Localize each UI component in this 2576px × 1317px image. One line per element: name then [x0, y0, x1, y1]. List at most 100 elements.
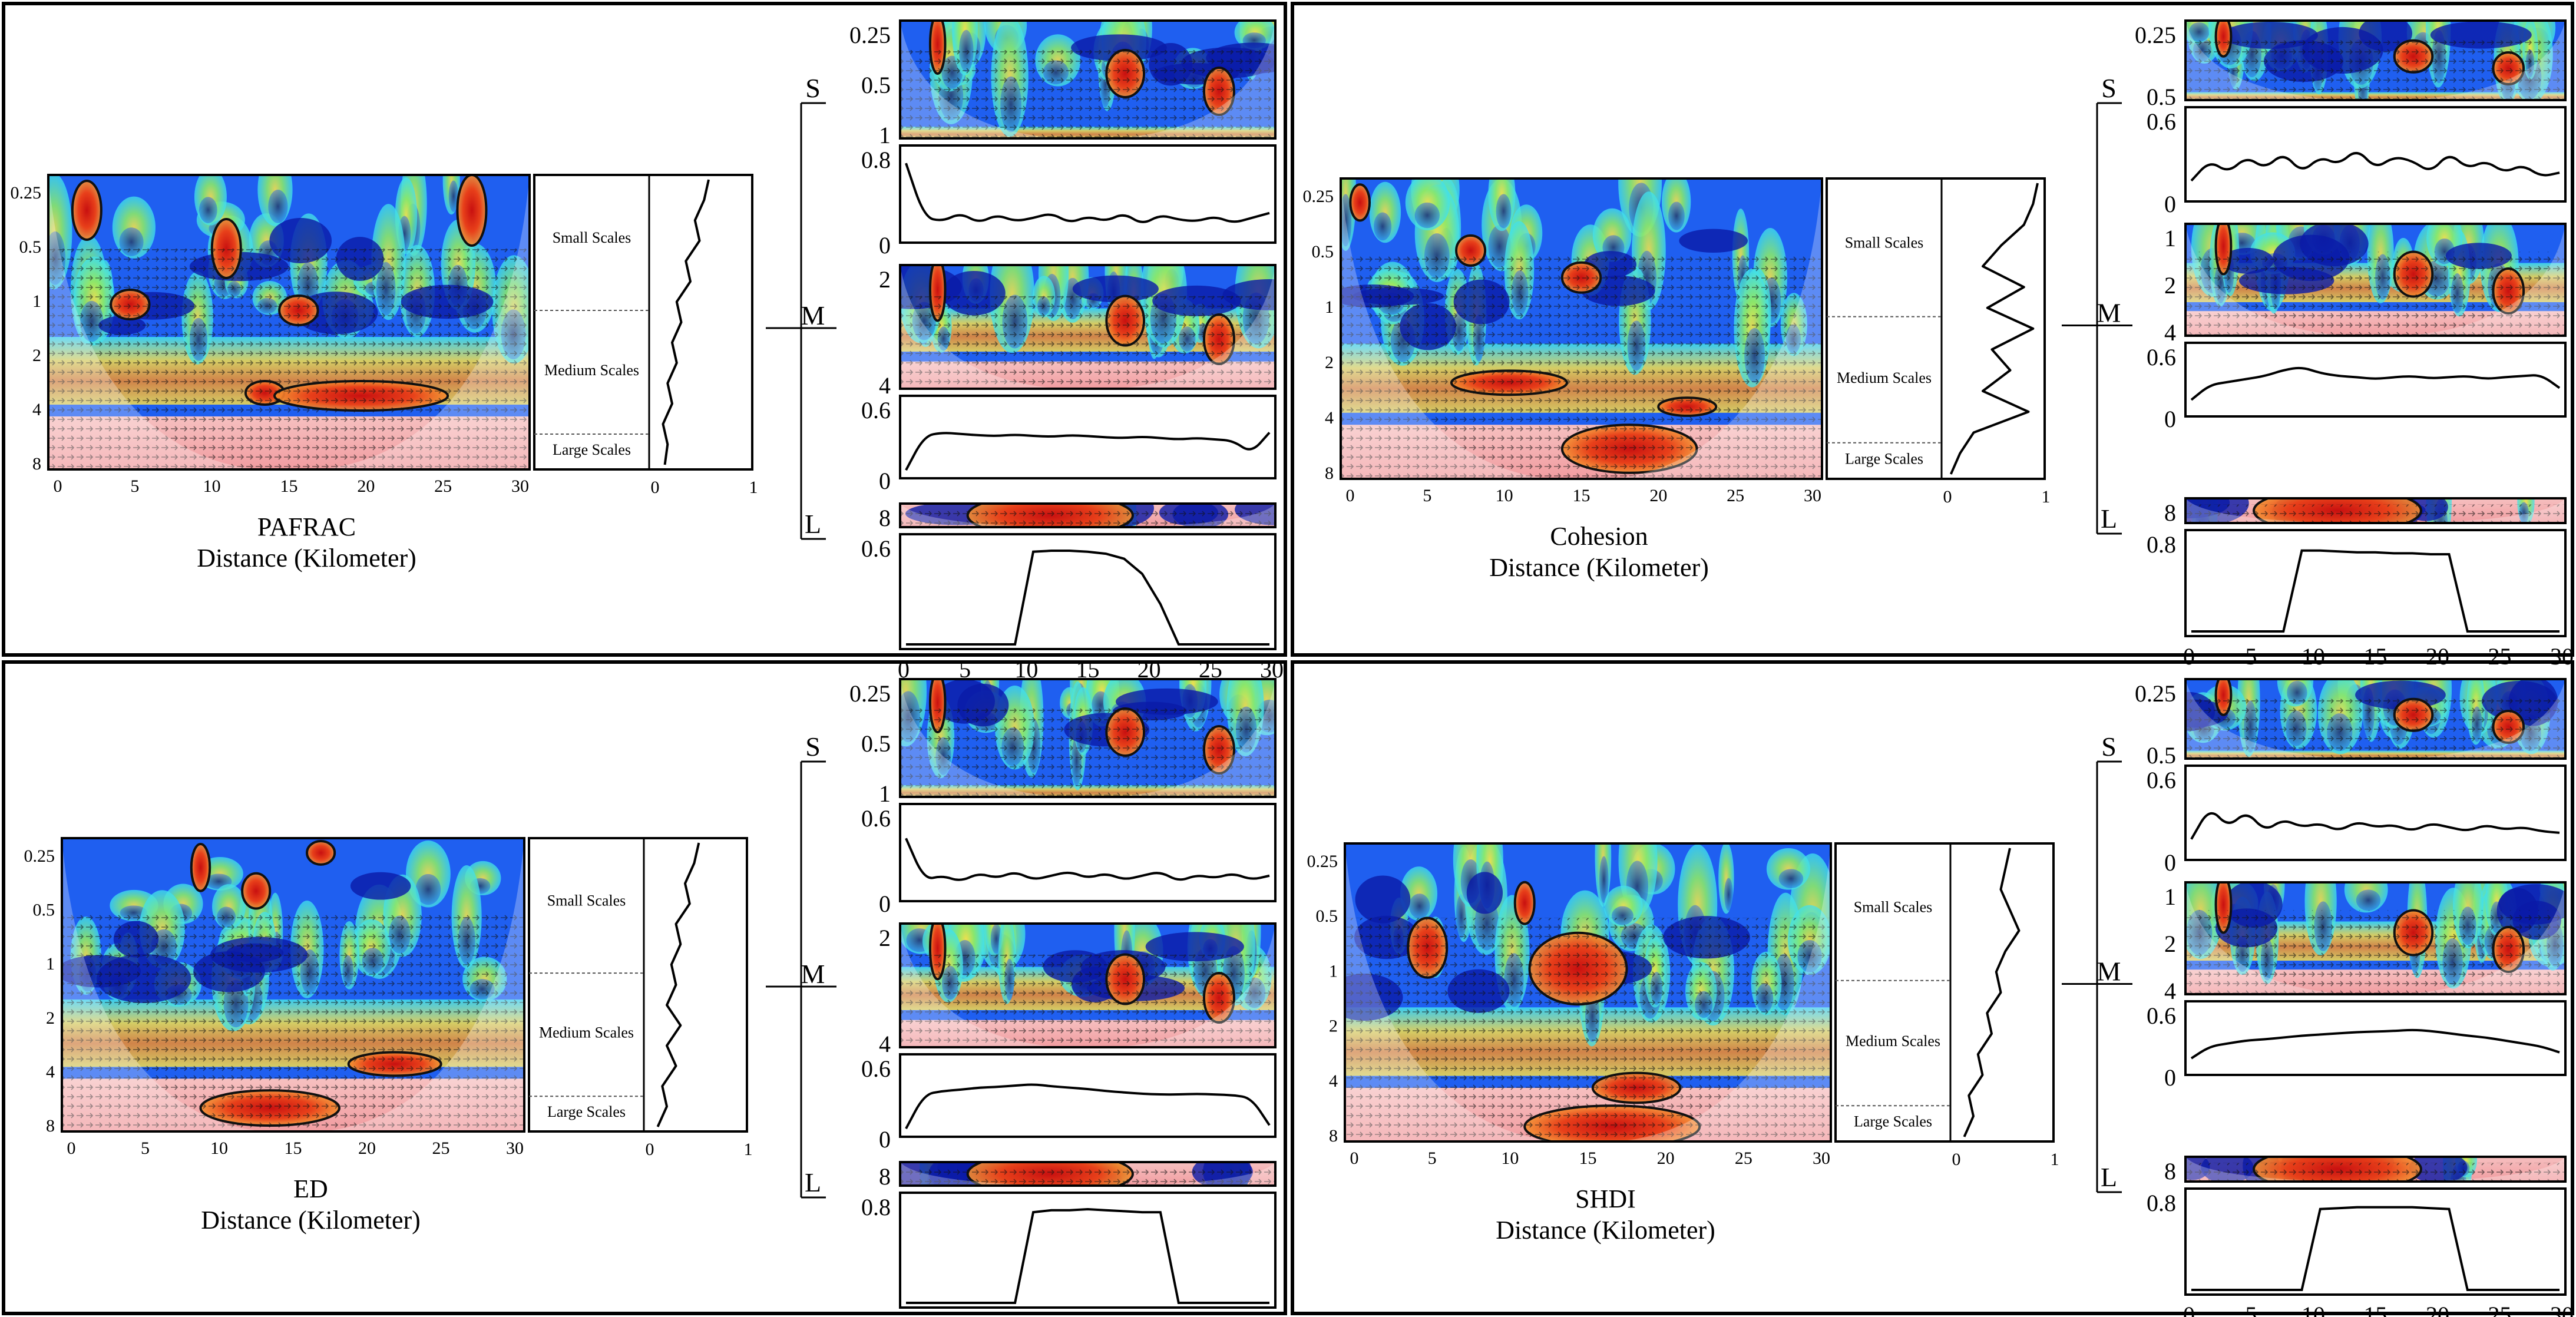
spectrum-frame: [2184, 223, 2567, 337]
x-tick-label: 30: [506, 1139, 524, 1158]
y-tick-label: 0.5: [19, 237, 42, 257]
inset-series-tick: 0.6: [2147, 767, 2176, 793]
inset-x-tick: 10: [1014, 1315, 1038, 1317]
spectrum-frame: [899, 922, 1277, 1048]
inset-x-tick: 20: [1137, 1315, 1161, 1317]
scale-letter: L: [805, 509, 821, 539]
scale-legend-box: [528, 837, 748, 1133]
spectrum-frame: [2184, 678, 2567, 760]
spectrum-texture: [2185, 882, 2565, 994]
large-scales-label: Large Scales: [553, 441, 631, 458]
inset-series-tick: 0.6: [861, 535, 891, 562]
inset-series-line: [906, 550, 1269, 646]
y-tick-label: 0.25: [11, 183, 42, 203]
inset-series-line: [905, 163, 1270, 223]
y-tick-label: 8: [1325, 464, 1334, 483]
inset-y-tick: 1: [2164, 883, 2176, 910]
cone-of-influence: [2185, 679, 2565, 759]
spectrum-texture: [2185, 224, 2565, 336]
cone-of-influence: [900, 504, 1275, 527]
inset-x-tick: 0: [898, 1315, 910, 1317]
spectrum-texture: [62, 838, 524, 1131]
cone-of-influence: [900, 679, 1275, 797]
x-tick-label: 30: [1804, 486, 1821, 505]
inset-y-tick: 0.5: [861, 730, 891, 757]
spectrum-texture: [2185, 21, 2565, 100]
low-power-patch: [1599, 856, 1609, 904]
x-axis-title: Distance (Kilometer): [201, 1206, 421, 1235]
inset-y-tick: 1: [879, 122, 891, 148]
inset-y-tick: 0.5: [861, 72, 891, 98]
y-tick-label: 1: [46, 954, 55, 974]
scale-letter: S: [2101, 732, 2117, 762]
inset-y-tick: 8: [879, 1163, 891, 1190]
phase-arrow-field: [900, 296, 1275, 389]
inset-x-tick: 10: [2301, 1302, 2325, 1317]
inset-series-tick: 0.6: [2147, 344, 2176, 370]
panel-border: [2, 660, 1287, 1315]
phase-arrow-field: [900, 50, 1275, 138]
inset-series-tick: 0.8: [2147, 531, 2176, 558]
global-power-tick: 1: [2042, 487, 2051, 507]
low-power-patch: [1466, 872, 1503, 914]
inset-m: M 1 2 40.6 0: [2097, 223, 2567, 432]
variable-title: ED: [293, 1174, 328, 1203]
low-power-patch: [1496, 194, 1512, 229]
spectrum-texture: [48, 175, 530, 469]
spectrum-texture: [1345, 843, 1831, 1141]
y-tick-label: 2: [32, 346, 41, 365]
phase-arrow-field: [1341, 253, 1822, 479]
low-power-patch: [1414, 202, 1440, 229]
x-tick-label: 25: [432, 1139, 450, 1158]
spectrum-frame: [2184, 19, 2567, 101]
spectrum-texture: [1341, 178, 1822, 479]
inset-l: L 8 0.8: [2101, 497, 2567, 637]
inset-s: S 0.25 0.5 10.8 0: [805, 19, 1277, 259]
cone-of-influence: [900, 924, 1275, 1047]
y-tick-label: 2: [1325, 353, 1334, 372]
x-tick-label: 10: [210, 1139, 228, 1158]
phase-arrow-field: [900, 1168, 1275, 1186]
inset-series-line: [2190, 812, 2560, 840]
inset-l: L 8 0.6: [805, 502, 1277, 650]
y-tick-label: 0.25: [24, 846, 55, 866]
x-axis-title: Distance (Kilometer): [1489, 553, 1709, 582]
x-tick-label: 5: [130, 476, 139, 496]
cone-of-influence: [2185, 21, 2565, 100]
low-power-patch: [350, 872, 411, 900]
variable-title: SHDI: [1575, 1184, 1636, 1213]
inset-y-tick: 0.25: [849, 22, 891, 48]
cone-of-influence: [1345, 843, 1831, 1141]
x-axis-title: Distance (Kilometer): [197, 544, 416, 573]
scale-legend-box: [533, 174, 753, 471]
medium-scales-label: Medium Scales: [544, 362, 639, 379]
scale-letter: M: [2097, 298, 2121, 328]
inset-zero-tick: 0: [2164, 406, 2176, 432]
inset-x-tick: 5: [2246, 1302, 2257, 1317]
x-tick-label: 5: [1423, 486, 1431, 505]
y-tick-label: 0.25: [1303, 187, 1334, 206]
low-power-patch: [268, 190, 288, 223]
x-tick-label: 25: [1727, 486, 1744, 505]
inset-x-tick: 5: [2246, 643, 2257, 670]
spectrum-texture: [2185, 1157, 2565, 1182]
inset-x-tick: 15: [2364, 1302, 2387, 1317]
spectrum-frame: [2184, 497, 2567, 524]
global-power-tick: 1: [744, 1140, 753, 1159]
spectrum-frame: [2184, 881, 2567, 995]
low-power-patch: [1408, 894, 1430, 919]
inset-y-tick: 4: [879, 1031, 891, 1057]
medium-scales-label: Medium Scales: [539, 1024, 634, 1041]
inset-y-tick: 2: [2164, 272, 2176, 299]
inset-series-box: [899, 533, 1277, 650]
inset-s: S 0.25 0.50.6 0: [2101, 678, 2567, 876]
spectrum-frame: [61, 837, 525, 1133]
x-tick-label: 10: [203, 476, 221, 496]
inset-y-tick: 4: [879, 372, 891, 399]
phase-arrow-field: [62, 911, 524, 1131]
scale-letter: S: [2101, 73, 2117, 103]
inset-x-tick: 25: [2488, 1302, 2512, 1317]
x-tick-label: 15: [285, 1139, 302, 1158]
scale-letter: L: [2101, 1162, 2117, 1192]
y-tick-label: 4: [32, 400, 41, 419]
